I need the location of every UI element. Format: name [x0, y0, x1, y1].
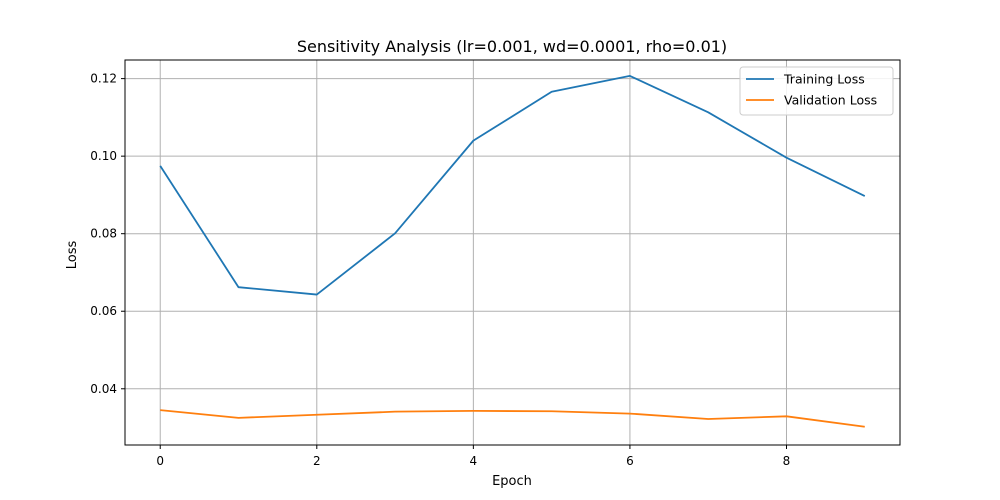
y-tick-label: 0.12 [90, 72, 117, 86]
axis-ticks: 0 2 4 6 8 0.04 0.06 0.08 0.10 0.12 [90, 72, 790, 468]
y-tick-label: 0.06 [90, 304, 117, 318]
chart-title: Sensitivity Analysis (lr=0.001, wd=0.000… [297, 37, 727, 56]
series-line-training-loss [159, 75, 866, 296]
x-axis-label: Epoch [492, 474, 532, 489]
legend-label: Validation Loss [784, 93, 877, 108]
y-tick-label: 0.08 [90, 227, 117, 241]
x-tick-label: 0 [156, 454, 164, 468]
series-line-validation-loss [160, 409, 865, 428]
x-tick-label: 8 [783, 454, 791, 468]
legend-box [739, 66, 894, 116]
grid [125, 60, 900, 445]
x-tick-label: 4 [470, 454, 478, 468]
x-tick-label: 6 [626, 454, 634, 468]
plot-frame [124, 59, 901, 446]
y-axis-label: Loss [65, 241, 80, 270]
legend: Training Loss Validation Loss [739, 66, 894, 116]
x-tick-label: 2 [313, 454, 321, 468]
y-tick-label: 0.10 [90, 149, 117, 163]
y-tick-label: 0.04 [90, 382, 117, 396]
legend-label: Training Loss [783, 72, 865, 87]
plot-lines [159, 75, 866, 428]
